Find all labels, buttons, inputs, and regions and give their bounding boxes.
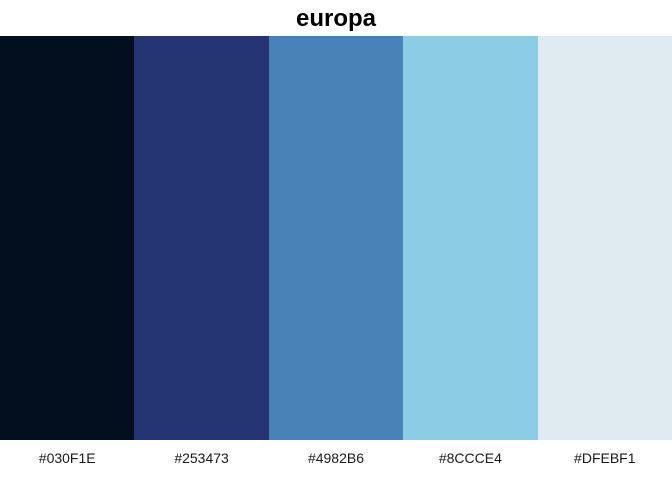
color-swatch: [0, 36, 135, 440]
color-swatch: [537, 36, 672, 440]
hex-code-label: #030F1E: [38, 450, 96, 466]
color-swatch: [134, 36, 270, 440]
hex-code-label: #DFEBF1: [574, 450, 636, 466]
color-swatch: [403, 36, 539, 440]
swatch-row: [0, 36, 672, 440]
hex-code-label: #4982B6: [307, 450, 365, 466]
hex-code-label: #253473: [174, 450, 229, 466]
hex-code-label: #8CCCE4: [438, 450, 502, 466]
label-row: #030F1E #253473 #4982B6 #8CCCE4 #DFEBF1: [0, 444, 672, 472]
palette-title: europa: [295, 5, 376, 32]
color-swatch: [268, 36, 404, 440]
